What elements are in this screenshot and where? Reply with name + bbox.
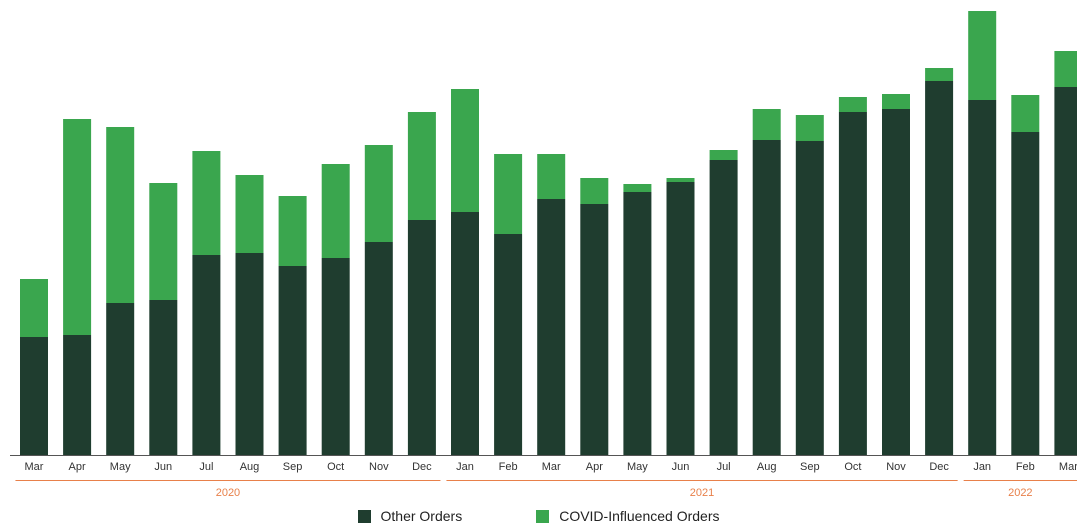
bar-other-orders xyxy=(451,212,479,455)
x-tick-label: Jun xyxy=(154,461,172,473)
bar-covid-orders xyxy=(1011,95,1040,132)
x-tick-label: Mar xyxy=(25,461,44,473)
x-tick-label: Jan xyxy=(456,461,474,473)
legend: Other Orders COVID-Influenced Orders xyxy=(0,508,1077,524)
x-tick-label: Aug xyxy=(240,461,260,473)
bar-covid-orders xyxy=(968,11,997,100)
year-label: 2021 xyxy=(690,487,714,499)
bar-other-orders xyxy=(580,204,609,455)
bar-other-orders xyxy=(494,234,523,455)
x-tick-label: Apr xyxy=(69,461,86,473)
bar-covid-orders xyxy=(192,151,221,255)
bar-covid-orders xyxy=(709,150,738,160)
x-tick-label: Jan xyxy=(973,461,991,473)
x-tick-label: Mar xyxy=(1059,461,1077,473)
bar-other-orders xyxy=(1054,87,1077,455)
bar-other-orders xyxy=(20,337,48,455)
bar-covid-orders xyxy=(666,178,695,182)
bar-other-orders xyxy=(838,112,867,455)
bar-other-orders xyxy=(63,335,92,455)
bar-other-orders xyxy=(278,266,307,455)
bar-covid-orders xyxy=(925,68,954,81)
bar-covid-orders xyxy=(795,115,824,141)
year-label: 2020 xyxy=(216,487,240,499)
x-tick-label: May xyxy=(110,461,131,473)
bar-covid-orders xyxy=(580,178,609,204)
bar-other-orders xyxy=(321,258,350,455)
bar-other-orders xyxy=(795,141,824,455)
x-tick-label: Nov xyxy=(886,461,906,473)
bar-other-orders xyxy=(235,253,264,455)
x-tick-label: Feb xyxy=(1016,461,1035,473)
x-tick-label: Mar xyxy=(542,461,561,473)
bar-covid-orders xyxy=(407,112,436,220)
bar-other-orders xyxy=(882,109,910,455)
bar-other-orders xyxy=(149,300,178,455)
bar-covid-orders xyxy=(106,127,135,303)
bar-covid-orders xyxy=(364,145,393,242)
bar-covid-orders xyxy=(20,279,48,337)
bar-covid-orders xyxy=(278,196,307,266)
legend-item-covid-orders: COVID-Influenced Orders xyxy=(536,508,720,524)
legend-item-other-orders: Other Orders xyxy=(357,508,463,524)
bar-other-orders xyxy=(666,182,695,455)
bar-other-orders xyxy=(968,100,997,455)
x-tick-label: Jul xyxy=(199,461,213,473)
bar-covid-orders xyxy=(321,164,350,258)
stacked-bar-chart: Mar Apr May Jun Jul Aug Sep Oct Nov Dec Jan Feb Mar A… xyxy=(10,11,1077,499)
legend-swatch-covid-orders xyxy=(536,509,550,523)
x-tick-label: Feb xyxy=(499,461,518,473)
bar-other-orders xyxy=(192,255,221,455)
x-tick-label: Oct xyxy=(844,461,861,473)
bar-other-orders xyxy=(537,199,566,455)
bar-other-orders xyxy=(364,242,393,455)
x-tick-label: Oct xyxy=(327,461,344,473)
bar-covid-orders xyxy=(1054,51,1077,87)
x-tick-label: Nov xyxy=(369,461,389,473)
bar-covid-orders xyxy=(623,184,652,192)
bar-covid-orders xyxy=(537,154,566,199)
legend-label-covid-orders: COVID-Influenced Orders xyxy=(559,508,720,524)
bar-other-orders xyxy=(925,81,954,455)
bar-covid-orders xyxy=(838,97,867,112)
x-tick-label: May xyxy=(627,461,648,473)
x-tick-label: Dec xyxy=(412,461,432,473)
bar-other-orders xyxy=(709,160,738,455)
x-tick-label: Jul xyxy=(717,461,731,473)
bar-covid-orders xyxy=(149,183,178,300)
legend-swatch-other-orders xyxy=(357,509,371,523)
bar-other-orders xyxy=(106,303,135,455)
x-tick-label: Apr xyxy=(586,461,603,473)
bar-other-orders xyxy=(407,220,436,455)
x-tick-label: Dec xyxy=(929,461,949,473)
bar-covid-orders xyxy=(882,94,910,109)
bar-other-orders xyxy=(752,140,781,455)
year-label: 2022 xyxy=(1008,487,1032,499)
bar-covid-orders xyxy=(752,109,781,140)
bar-covid-orders xyxy=(494,154,523,234)
legend-label-other-orders: Other Orders xyxy=(380,508,463,524)
bar-other-orders xyxy=(623,192,652,455)
x-tick-label: Sep xyxy=(283,461,303,473)
x-tick-label: Jun xyxy=(672,461,690,473)
bar-covid-orders xyxy=(451,89,479,212)
bar-covid-orders xyxy=(235,175,264,253)
bar-other-orders xyxy=(1011,132,1040,455)
x-tick-label: Aug xyxy=(757,461,777,473)
bar-covid-orders xyxy=(63,119,92,335)
x-tick-label: Sep xyxy=(800,461,820,473)
